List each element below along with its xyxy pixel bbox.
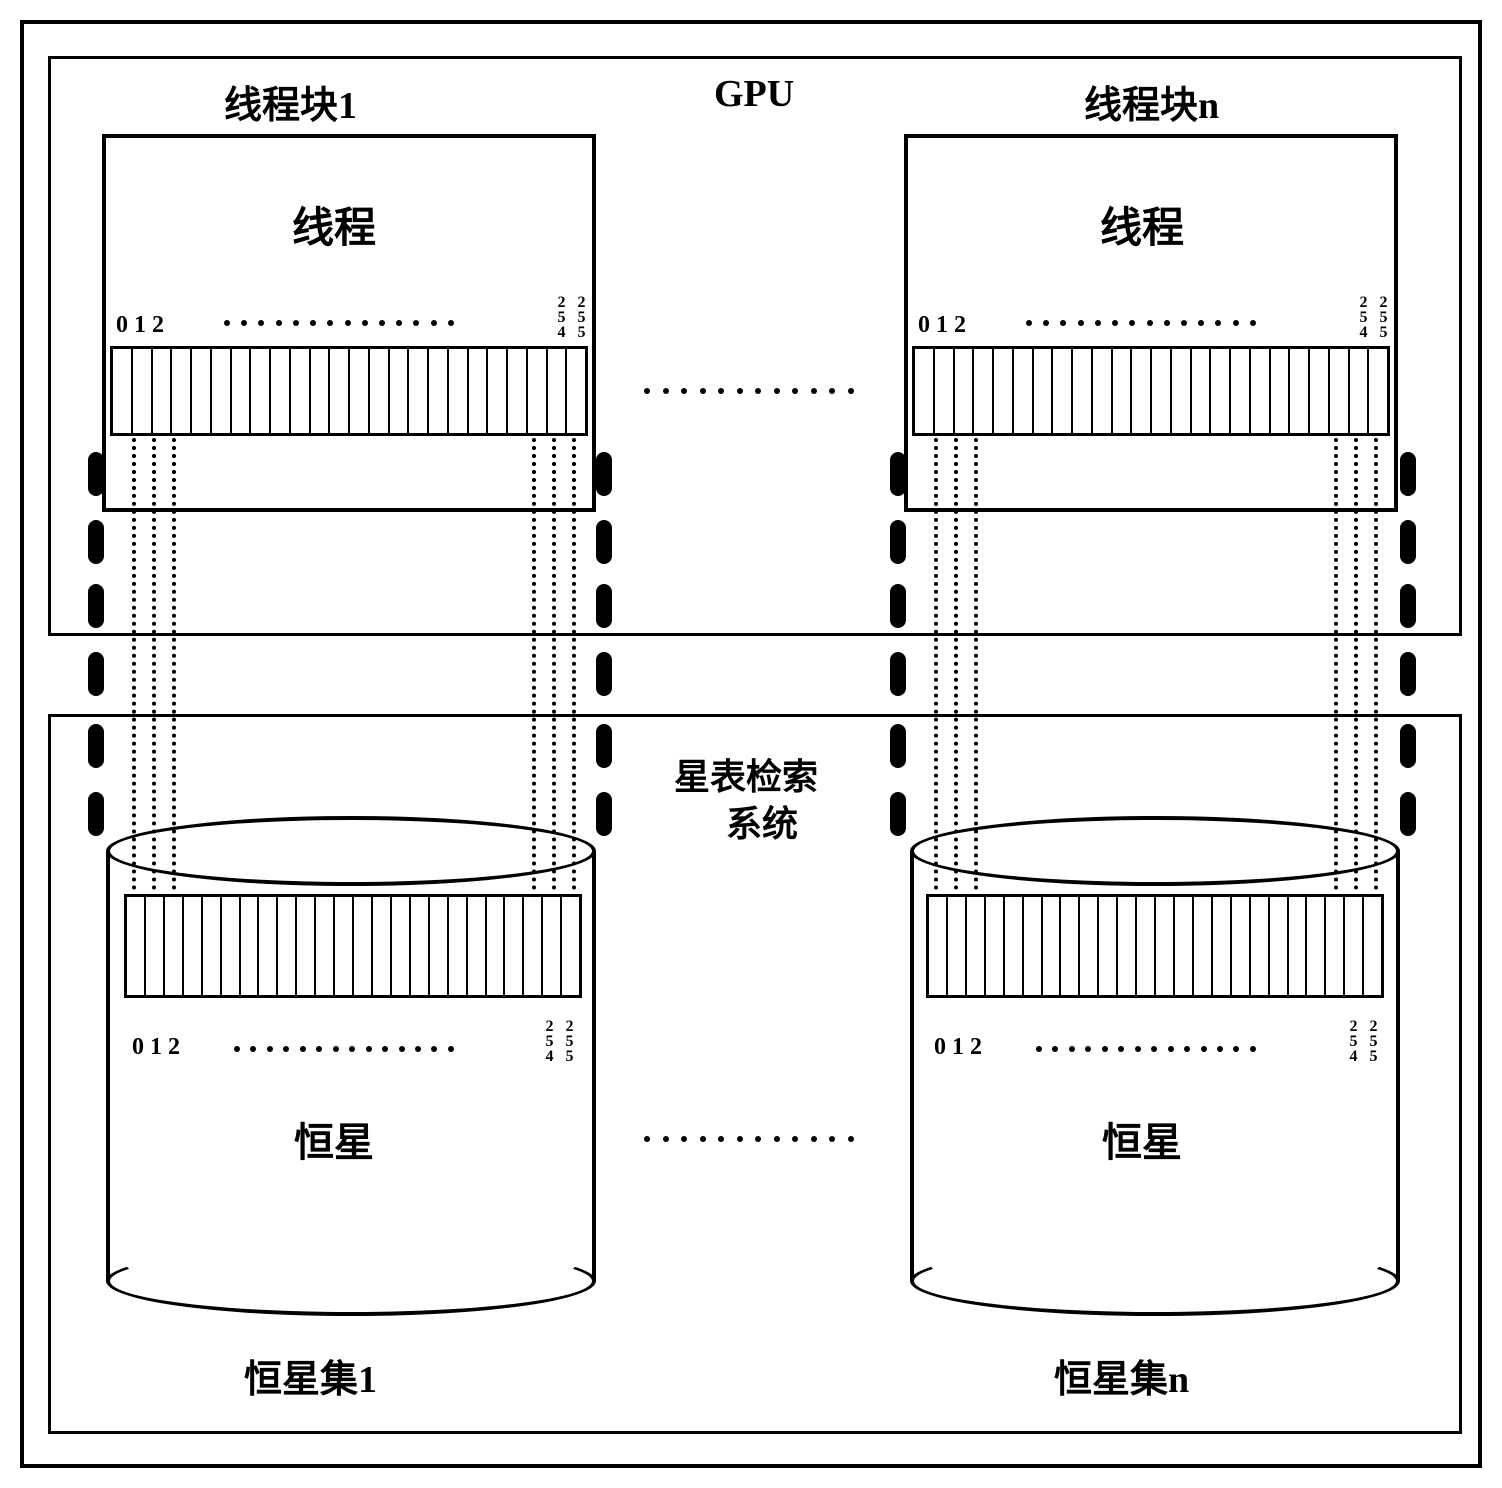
thick-dash	[1400, 652, 1416, 696]
thin-dotted-connector	[934, 438, 938, 890]
thread-block-n-tick-dots	[1026, 320, 1256, 326]
thin-dotted-connector	[1354, 438, 1358, 890]
thick-dash	[88, 520, 104, 564]
thick-dash	[596, 584, 612, 628]
thread-block-n-ticks-end-top: 254	[1354, 294, 1372, 339]
thread-block-n-ticks-start: 0 1 2	[918, 312, 966, 339]
thick-dash	[890, 520, 906, 564]
star-set-n-tick-dots	[1036, 1046, 1256, 1052]
thick-dash	[890, 584, 906, 628]
thick-dash	[596, 452, 612, 496]
catalog-title: 星表检索 系统	[674, 754, 818, 848]
thick-dash	[890, 652, 906, 696]
star-set-1-cylinder	[106, 816, 596, 1316]
star-set-1-content-label: 恒星	[294, 1110, 374, 1168]
catalog-title-line1: 星表检索	[674, 757, 818, 797]
thick-dash	[1400, 584, 1416, 628]
star-set-1-ticks-end-bottom: 255	[560, 1018, 578, 1063]
thin-dotted-connector	[152, 438, 156, 890]
thick-dash	[890, 724, 906, 768]
thin-dotted-connector	[572, 438, 576, 890]
thin-dotted-connector	[552, 438, 556, 890]
gpu-title: GPU	[714, 72, 794, 116]
thread-block-1-tick-dots	[224, 320, 454, 326]
star-set-1-strip	[124, 894, 582, 998]
thread-block-1-ticks-start: 0 1 2	[116, 312, 164, 339]
thick-dash	[1400, 792, 1416, 836]
star-set-1-tick-dots	[234, 1046, 454, 1052]
thick-dash	[1400, 724, 1416, 768]
thick-dash	[1400, 520, 1416, 564]
star-set-n-ticks-start: 0 1 2	[934, 1034, 982, 1061]
catalog-title-line2: 系统	[726, 804, 798, 844]
thick-dash	[1400, 452, 1416, 496]
star-set-1-ticks-end-top: 254	[540, 1018, 558, 1063]
thread-block-1-strip	[110, 346, 588, 436]
thin-dotted-connector	[954, 438, 958, 890]
architecture-diagram: GPU 线程块1 线程 0 1 2 254 255 线程块n 线程 0 1 2 …	[20, 20, 1482, 1468]
thread-block-1-ticks-end-top: 254	[552, 294, 570, 339]
thread-block-n-ticks-end-bottom: 255	[1374, 294, 1392, 339]
star-set-1-ticks-start: 0 1 2	[132, 1034, 180, 1061]
star-set-n-cylinder	[910, 816, 1400, 1316]
thin-dotted-connector	[1374, 438, 1378, 890]
thick-dash	[88, 724, 104, 768]
between-star-sets-dots	[644, 1136, 854, 1142]
thin-dotted-connector	[974, 438, 978, 890]
thick-dash	[890, 792, 906, 836]
thick-dash	[88, 652, 104, 696]
thread-block-n-label: 线程块n	[1084, 74, 1219, 129]
thick-dash	[596, 724, 612, 768]
thick-dash	[88, 792, 104, 836]
star-set-n-strip	[926, 894, 1384, 998]
between-thread-blocks-dots	[644, 388, 854, 394]
thread-block-n-strip	[912, 346, 1390, 436]
star-set-n-label: 恒星集n	[1054, 1348, 1189, 1403]
thin-dotted-connector	[172, 438, 176, 890]
thick-dash	[88, 584, 104, 628]
star-set-n-ticks-end-bottom: 255	[1364, 1018, 1382, 1063]
thick-dash	[890, 452, 906, 496]
thick-dash	[88, 452, 104, 496]
thread-block-1-label: 线程块1	[224, 74, 357, 129]
thick-dash	[596, 520, 612, 564]
thin-dotted-connector	[1334, 438, 1338, 890]
star-set-1-label: 恒星集1	[244, 1348, 377, 1403]
thick-dash	[596, 792, 612, 836]
thin-dotted-connector	[132, 438, 136, 890]
thread-block-1-thread-label: 线程	[292, 194, 376, 255]
star-set-n-content-label: 恒星	[1102, 1110, 1182, 1168]
thread-block-n-thread-label: 线程	[1100, 194, 1184, 255]
thin-dotted-connector	[532, 438, 536, 890]
star-set-n-ticks-end-top: 254	[1344, 1018, 1362, 1063]
thick-dash	[596, 652, 612, 696]
thread-block-1-ticks-end-bottom: 255	[572, 294, 590, 339]
